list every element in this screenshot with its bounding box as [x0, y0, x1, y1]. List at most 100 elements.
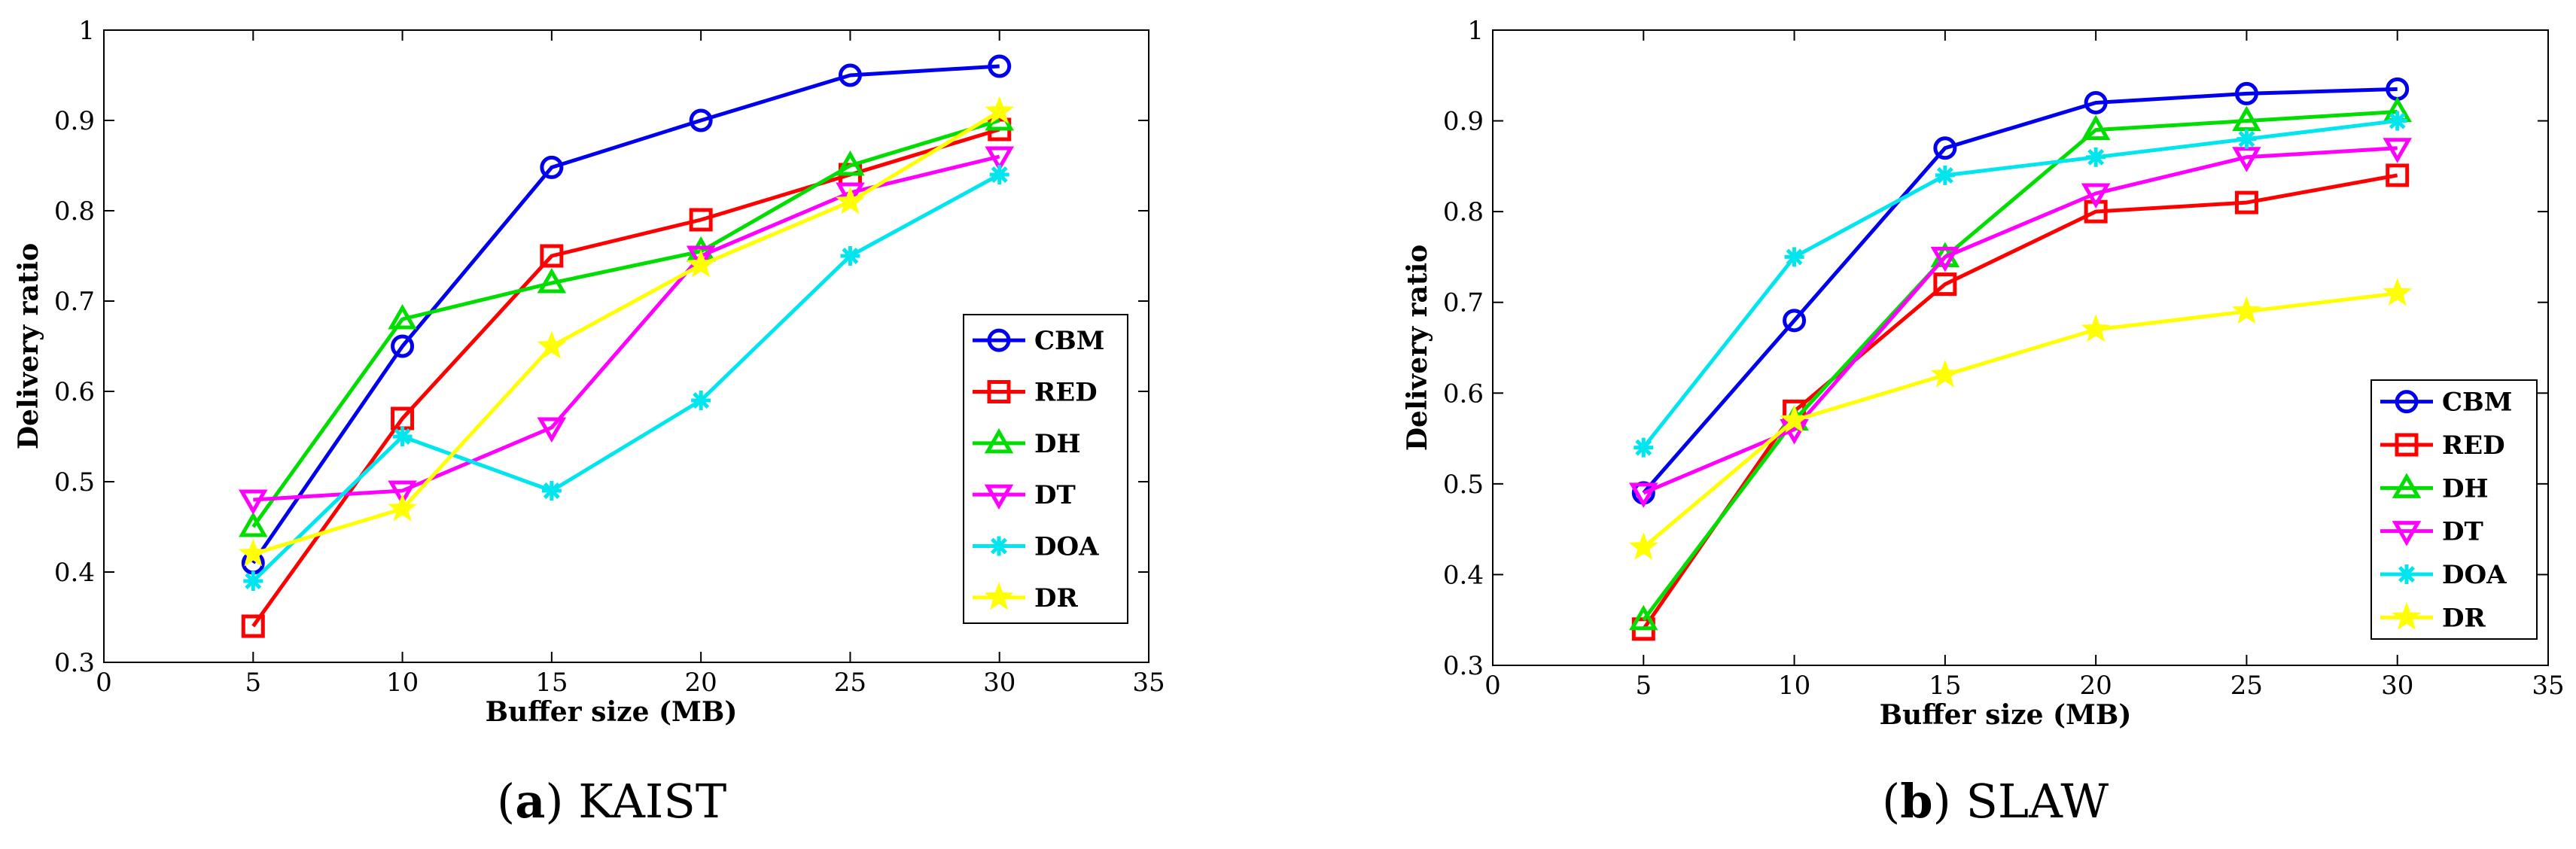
legend-item-dr: DR [973, 582, 1078, 613]
y-tick-label: 0.6 [1443, 379, 1484, 409]
data-point-dh [388, 304, 417, 330]
legend-marker [987, 328, 1011, 352]
legend-item-doa: DOA [973, 532, 1099, 562]
legend-label: DOA [2442, 560, 2507, 590]
legend: CBM RED DH DT DOA DR [963, 314, 1128, 624]
series-dr [238, 96, 1015, 567]
y-tick-label: 0.5 [1443, 470, 1484, 500]
data-point-red [2386, 163, 2410, 187]
data-point-dr [686, 249, 716, 278]
y-tick-label: 0.8 [54, 196, 95, 227]
data-point-red [2234, 190, 2258, 215]
series-line-dr [1642, 291, 2398, 549]
legend-marker [984, 582, 1014, 610]
series-doa [1634, 111, 2407, 458]
data-point-dt [2383, 138, 2412, 163]
legend-label: DR [1034, 583, 1078, 613]
legend-label: DR [2442, 603, 2486, 633]
x-tick-label: 10 [1778, 671, 1810, 701]
x-tick-label: 10 [386, 668, 419, 698]
legend-marker [2397, 564, 2416, 584]
data-point-cbm [838, 63, 862, 87]
data-point-dt [985, 146, 1014, 172]
legend-item-dh: DH [973, 428, 1081, 459]
legend-item-cbm: CBM [2380, 388, 2512, 418]
chart-panel-b: 0 5 10 15 20 25 30 35 0.3 0.4 0.5 0.6 0.7 0.8 0.9 1 Buff… [1402, 16, 2565, 829]
data-point-dr [537, 330, 567, 359]
data-point-doa [840, 246, 860, 266]
data-point-dh [2081, 114, 2111, 141]
data-point-doa [2086, 147, 2106, 167]
y-tick-label: 0.3 [1443, 651, 1484, 681]
y-tick-label: 0.7 [54, 287, 95, 317]
legend-marker [984, 428, 1014, 454]
x-tick-label: 30 [983, 668, 1015, 698]
legend-marker [984, 484, 1014, 510]
legend-label: CBM [1034, 326, 1104, 356]
data-point-cbm [540, 155, 564, 179]
x-tick-label: 30 [2381, 671, 2413, 701]
legend-label: DOA [1034, 532, 1099, 562]
legend-marker [2392, 521, 2422, 546]
legend-label: DH [2442, 473, 2489, 504]
legend-item-red: RED [973, 378, 1098, 408]
legend-marker [2395, 390, 2419, 414]
legend: CBM RED DH DT DOA DR [2370, 379, 2538, 640]
data-point-dh [2232, 105, 2261, 132]
chart-panel-a: 0 5 10 15 20 25 30 35 0.3 0.4 0.5 0.6 0.7 0.8 0.9 1 Buff… [13, 16, 1165, 829]
data-point-dt [2081, 183, 2111, 208]
y-tick-label: 0.4 [54, 558, 95, 588]
series-line-doa [251, 172, 1000, 583]
data-point-dr [1930, 359, 1960, 388]
legend-marker [989, 536, 1009, 556]
data-point-dr [2231, 296, 2261, 324]
x-tick-label: 20 [2080, 671, 2112, 701]
y-tick-label: 0.6 [54, 377, 95, 407]
data-point-dr [2081, 314, 2111, 342]
legend-box [2370, 379, 2538, 640]
legend-label: DH [1034, 429, 1081, 459]
y-tick-label: 0.5 [54, 467, 95, 498]
series-line-cbm [1642, 87, 2398, 494]
x-tick-label: 5 [245, 668, 261, 698]
y-tick-label: 0.9 [1443, 107, 1484, 137]
legend-label: RED [1034, 378, 1098, 408]
y-tick-label: 0.4 [1443, 560, 1484, 590]
y-tick-label: 0.7 [1443, 288, 1484, 318]
legend-box [963, 314, 1128, 624]
data-point-dh [537, 268, 567, 294]
x-tick-label: 0 [96, 668, 112, 698]
x-tick-label: 20 [685, 668, 717, 698]
data-point-dr [238, 538, 268, 567]
data-point-cbm [1933, 136, 1957, 160]
y-tick-label: 0.8 [1443, 197, 1484, 227]
legend-label: DT [1034, 480, 1076, 510]
legend-label: DT [2442, 517, 2483, 547]
data-point-cbm [988, 54, 1012, 78]
data-point-doa [392, 427, 413, 446]
legend-label: RED [2442, 431, 2505, 461]
data-point-doa [989, 165, 1009, 184]
data-point-dh [1629, 604, 1658, 631]
y-axis-label: Delivery ratio [1402, 245, 1433, 451]
data-point-cbm [689, 108, 713, 132]
series-line-dr [252, 109, 1000, 556]
data-point-dt [2232, 147, 2261, 172]
legend-marker [987, 380, 1011, 403]
data-point-doa [243, 571, 263, 591]
series-cbm [241, 54, 1012, 575]
legend-marker [2392, 601, 2422, 630]
data-point-red [241, 614, 265, 638]
data-point-red [689, 208, 713, 232]
data-point-dt [1930, 246, 1960, 272]
data-point-cbm [391, 334, 415, 358]
data-point-doa [2387, 111, 2407, 131]
series-cbm [1631, 77, 2410, 505]
data-point-dt [1629, 482, 1658, 508]
data-point-dr [1780, 405, 1810, 434]
data-point-doa [1634, 437, 1654, 458]
data-point-dh [239, 512, 268, 537]
x-tick-label: 15 [535, 668, 568, 698]
x-tick-label: 5 [1635, 671, 1652, 701]
data-point-dh [836, 151, 865, 176]
